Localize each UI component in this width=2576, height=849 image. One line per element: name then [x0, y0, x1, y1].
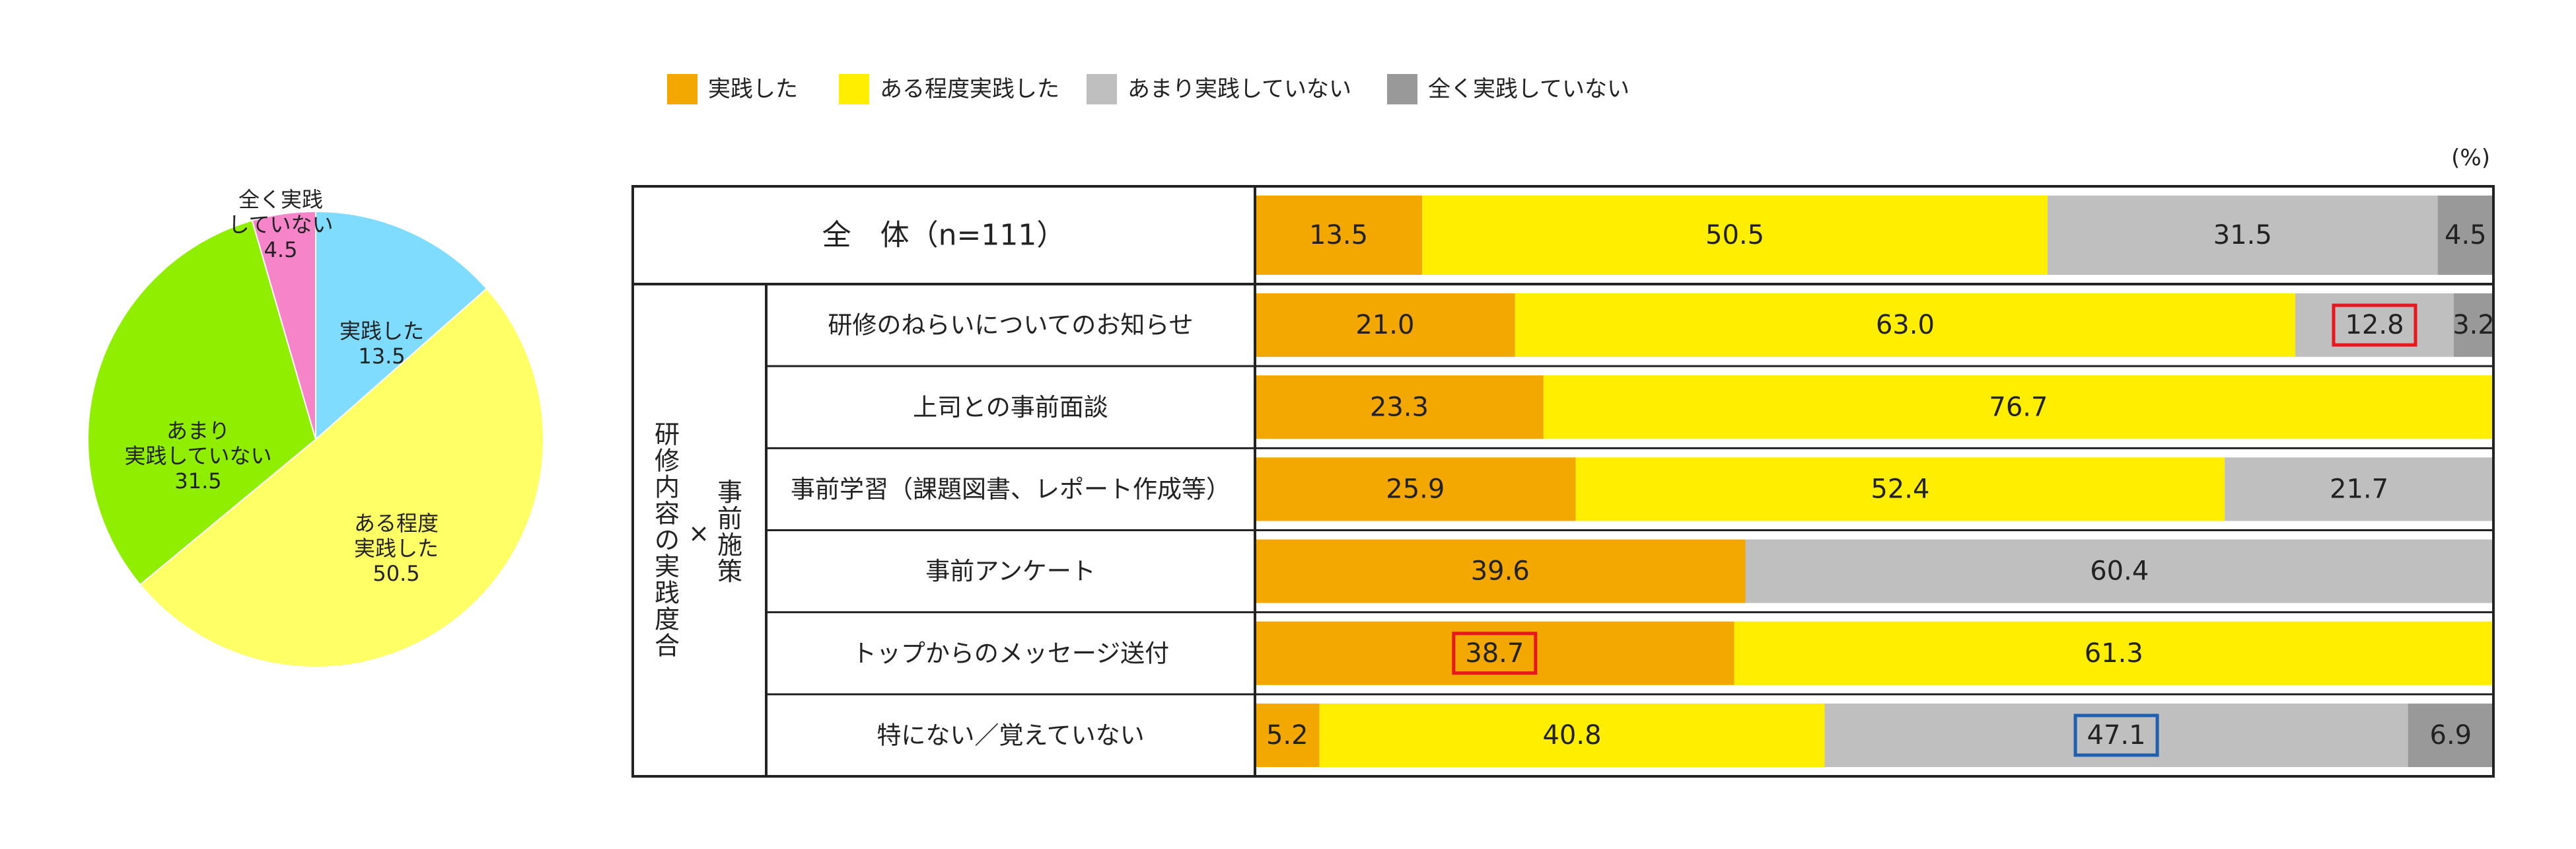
group-cross: × — [688, 519, 709, 548]
table-border — [631, 185, 2495, 778]
row-4-value-3: 60.4 — [2090, 556, 2149, 587]
row-1-value-1: 21.0 — [1355, 310, 1414, 340]
row-1-bar-4 — [2454, 293, 2493, 357]
pie-slice-label-1: 実践した — [340, 318, 424, 344]
pie-slice-3 — [87, 219, 317, 586]
row-1-value-3: 12.8 — [2345, 310, 2404, 340]
row-5-bar-2 — [1734, 621, 2493, 685]
pie-chart: 実践した13.5ある程度実践した50.5あまり実践していない31.5全く実践して… — [87, 187, 544, 668]
row-label-3: 事前学習（課題図書、レポート作成等） — [791, 475, 1231, 503]
group-label-char: 践 — [655, 579, 680, 608]
total-row-value-3: 31.5 — [2213, 220, 2272, 250]
row-3-value-1: 25.9 — [1386, 474, 1445, 504]
pie-slice-value-4: 4.5 — [264, 237, 298, 262]
group-label-char: 研 — [655, 420, 680, 449]
row-3-bar-1 — [1255, 457, 1576, 521]
row-label-6: 特にない／覚えていない — [877, 721, 1144, 749]
pie-slice-label-3: あまり — [166, 418, 230, 443]
row-label-4: 事前アンケート — [925, 557, 1096, 585]
pie-slice-value-1: 13.5 — [358, 344, 405, 369]
group-label-char: 合 — [655, 632, 680, 661]
row-6-value-4: 6.9 — [2430, 720, 2472, 751]
row-3-bar-2 — [1575, 457, 2225, 521]
chart-legend: 実践した ある程度実践した あまり実践していない 全く実践していない — [667, 74, 1629, 104]
row-4-value-1: 39.6 — [1471, 556, 1530, 587]
group-label-char: 修 — [655, 447, 680, 476]
row-label-5: トップからのメッセージ送付 — [852, 639, 1169, 667]
group-label-char: 内 — [655, 473, 680, 502]
row-1-bar-2 — [1515, 293, 2295, 357]
row-4-bar-3 — [1745, 539, 2493, 603]
total-row-label: 全 体（n=111） — [822, 219, 1066, 252]
legend-label-3: あまり実践していない — [1127, 76, 1351, 102]
row-label-2: 上司との事前面談 — [913, 393, 1108, 422]
group-label-char: 容 — [655, 499, 680, 529]
legend-label-4: 全く実践していない — [1428, 76, 1629, 102]
row-1-value-2: 63.0 — [1876, 310, 1935, 340]
total-row-value-4: 4.5 — [2445, 220, 2487, 250]
pie-slice-label-4: 全く実践 — [238, 187, 323, 212]
pie-slice-1 — [315, 210, 488, 441]
row-label-1: 研修のねらいについてのお知らせ — [828, 311, 1193, 340]
row-5-highlight-box-1 — [1452, 632, 1538, 675]
total-row-bar-3 — [2048, 196, 2438, 275]
pie-slice-label-2: ある程度 — [354, 511, 439, 536]
legend-label-2: ある程度実践した — [880, 76, 1059, 102]
row-6-value-1: 5.2 — [1266, 720, 1308, 751]
row-2-bar-2 — [1543, 375, 2493, 439]
group-sublabel-char: 事 — [717, 478, 742, 507]
row-2-bar-1 — [1255, 375, 1544, 439]
row-6-value-2: 40.8 — [1542, 720, 1601, 751]
legend-label-1: 実践した — [708, 76, 798, 102]
group-label-char: の — [655, 526, 680, 555]
pie-slice-value-3: 31.5 — [174, 468, 221, 494]
legend-swatch-2 — [839, 74, 869, 104]
group-sublabel-char: 策 — [717, 557, 742, 586]
row-5-value-1: 38.7 — [1465, 638, 1524, 669]
row-3-value-3: 21.7 — [2330, 474, 2388, 504]
row-5-value-2: 61.3 — [2085, 638, 2143, 669]
pie-slice-label-3: 実践していない — [124, 443, 271, 468]
group-sublabel-char: 前 — [717, 504, 742, 533]
row-1-highlight-box-3 — [2332, 303, 2417, 347]
row-1-value-4: 3.2 — [2452, 310, 2495, 340]
legend-swatch-3 — [1087, 74, 1117, 104]
row-3-bar-3 — [2225, 457, 2493, 521]
group-sublabel-char: 施 — [717, 531, 742, 560]
row-2-value-2: 76.7 — [1989, 392, 2048, 422]
group-label-char: 実 — [655, 552, 680, 581]
total-row-bar-2 — [1422, 196, 2048, 275]
row-1-bar-1 — [1255, 293, 1515, 357]
pie-slice-label-2: 実践した — [354, 536, 439, 561]
row-2-value-1: 23.3 — [1370, 392, 1429, 422]
legend-swatch-4 — [1387, 74, 1417, 104]
row-6-value-3: 47.1 — [2087, 720, 2146, 751]
pie-slice-2 — [139, 287, 544, 668]
row-6-bar-4 — [2408, 703, 2493, 767]
row-6-bar-1 — [1255, 703, 1320, 767]
total-row-value-2: 50.5 — [1705, 220, 1764, 250]
row-6-highlight-box-3 — [2073, 714, 2159, 757]
row-3-value-2: 52.4 — [1871, 474, 1929, 504]
row-4-bar-1 — [1255, 539, 1746, 603]
unit-label: (%) — [2451, 145, 2490, 171]
row-6-bar-2 — [1319, 703, 1825, 767]
pie-slice-value-2: 50.5 — [373, 561, 419, 586]
pie-slice-label-4: していない — [228, 212, 333, 237]
group-label-char: 度 — [655, 605, 680, 634]
total-row-bar-1 — [1255, 196, 1423, 275]
total-row-value-1: 13.5 — [1309, 220, 1368, 250]
total-row-bar-4 — [2437, 196, 2493, 275]
legend-swatch-1 — [667, 74, 698, 104]
pie-slice-4 — [251, 210, 316, 440]
